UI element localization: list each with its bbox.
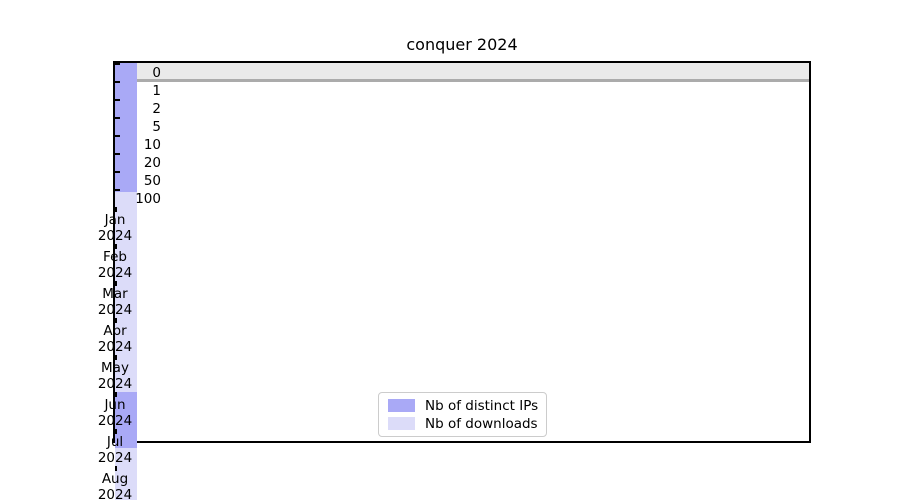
legend-label-downloads: Nb of downloads xyxy=(425,415,538,432)
y-tick-label: 0 xyxy=(152,65,161,81)
minor-gridline xyxy=(115,72,809,73)
legend-item-distinct-ips: Nb of distinct IPs xyxy=(388,397,539,414)
minor-gridline xyxy=(115,69,809,70)
x-tick-mark xyxy=(115,466,117,471)
x-tick-mark xyxy=(115,281,117,286)
minor-gridline xyxy=(115,66,809,67)
y-tick-mark xyxy=(115,99,120,101)
chart-title: conquer 2024 xyxy=(406,35,518,54)
axis-layer: 0 1 2 5 10 20 50 100 Jan 2024 Feb 2024 Mar 2024 Apr 202… xyxy=(98,63,161,500)
y-tick-mark xyxy=(115,171,120,173)
x-tick-mark xyxy=(115,429,117,434)
x-tick-mark xyxy=(115,244,117,249)
x-tick-label: Jan 2024 xyxy=(97,212,133,244)
y-tick-label: 5 xyxy=(152,119,161,135)
bars-layer xyxy=(115,63,137,500)
x-tick-label: Apr 2024 xyxy=(97,323,133,355)
x-tick-mark xyxy=(115,355,117,360)
bar-distinct-ips-feb xyxy=(115,392,137,448)
x-tick-label: Jul 2024 xyxy=(97,434,133,466)
bar-downloads-feb xyxy=(115,447,137,500)
y-tick-label: 10 xyxy=(143,137,161,153)
legend-swatch-downloads-icon xyxy=(388,417,415,430)
x-tick-mark xyxy=(115,207,117,212)
minor-gridline xyxy=(115,67,809,68)
x-tick-label: Mar 2024 xyxy=(97,286,133,318)
y-tick-label: 100 xyxy=(135,191,161,207)
y-tick-mark xyxy=(115,189,120,191)
minor-gridline xyxy=(115,63,809,64)
y-tick-mark xyxy=(115,117,120,119)
y-tick-mark xyxy=(115,153,120,155)
x-tick-label: Feb 2024 xyxy=(97,249,133,281)
minor-gridline xyxy=(115,78,809,79)
x-tick-mark xyxy=(115,318,117,323)
minor-gridline xyxy=(115,64,809,65)
legend-label-distinct-ips: Nb of distinct IPs xyxy=(425,397,539,414)
y-tick-mark xyxy=(115,63,120,65)
legend-swatch-distinct-ips-icon xyxy=(388,399,415,412)
legend: Nb of distinct IPs Nb of downloads xyxy=(378,392,547,437)
major-gridline xyxy=(115,80,809,81)
plot-area: 0 1 2 5 10 20 50 100 Jan 2024 Feb 2024 Mar 2024 Apr 202… xyxy=(98,61,811,500)
x-tick-mark xyxy=(115,392,117,397)
major-gridline xyxy=(115,81,809,82)
minor-gridline xyxy=(115,73,809,74)
y-tick-label: 20 xyxy=(143,155,161,171)
minor-gridline xyxy=(115,71,809,72)
minor-gridline xyxy=(115,75,809,76)
x-tick-label: Jun 2024 xyxy=(97,397,133,429)
x-tick-label: Aug 2024 xyxy=(97,471,133,500)
major-gridline xyxy=(115,79,809,80)
bar-downloads-jan xyxy=(115,192,137,393)
legend-item-downloads: Nb of downloads xyxy=(388,415,538,432)
minor-gridline xyxy=(115,77,809,78)
grid-layer xyxy=(115,63,809,82)
minor-gridline xyxy=(115,70,809,71)
x-tick-label: May 2024 xyxy=(97,360,133,392)
y-tick-mark xyxy=(115,135,120,137)
y-tick-mark xyxy=(115,81,120,83)
y-tick-label: 2 xyxy=(152,101,161,117)
minor-gridline xyxy=(115,76,809,77)
minor-gridline xyxy=(115,65,809,66)
y-tick-label: 50 xyxy=(143,173,161,189)
minor-gridline xyxy=(115,74,809,75)
bar-distinct-ips-jan xyxy=(115,63,137,193)
y-tick-label: 1 xyxy=(152,83,161,99)
minor-gridline xyxy=(115,68,809,69)
